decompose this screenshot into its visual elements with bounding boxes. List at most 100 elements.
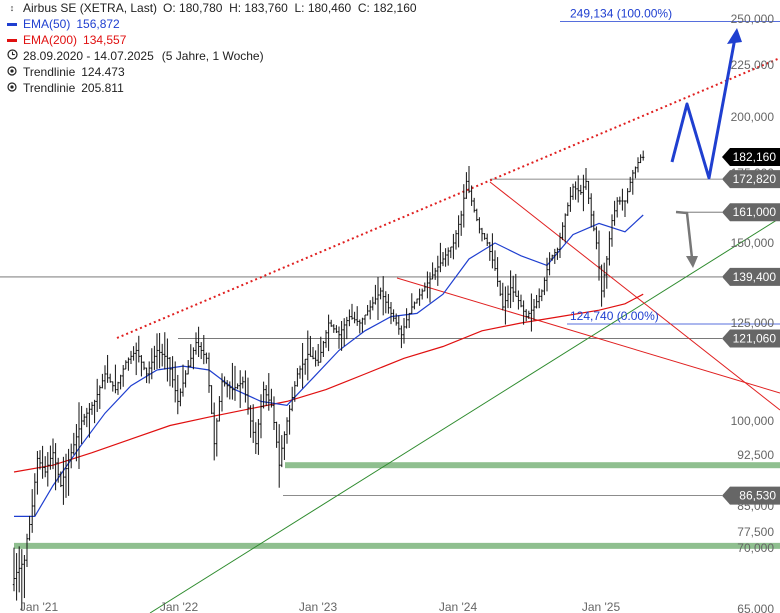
ema200-value: 134,557	[83, 33, 127, 47]
price-bar	[148, 361, 151, 384]
price-bar	[15, 553, 18, 601]
price-bar	[293, 381, 296, 402]
price-bar	[187, 360, 190, 375]
price-bar	[408, 312, 411, 328]
price-bar	[31, 489, 34, 533]
price-bar	[371, 296, 374, 311]
price-bar	[304, 358, 307, 375]
support-zone-upper	[285, 462, 780, 469]
price-bar	[514, 273, 517, 297]
price-bar	[150, 348, 153, 380]
price-bar	[571, 183, 575, 200]
price-bar	[340, 320, 343, 351]
price-bar	[493, 250, 497, 271]
price-bar	[621, 188, 624, 211]
price-bar	[272, 396, 276, 431]
price-bar	[33, 473, 36, 516]
legend-trend1[interactable]: Trendlinie 124.473	[6, 64, 417, 80]
price-bar	[395, 313, 398, 326]
price-bar	[252, 404, 255, 443]
ema50-swatch	[6, 16, 18, 32]
price-bar	[426, 271, 429, 299]
price-tag-label: 161,000	[733, 205, 777, 219]
price-bar	[319, 336, 322, 363]
price-bar	[291, 386, 294, 412]
price-bar	[189, 344, 192, 368]
price-bar	[509, 270, 512, 309]
price-bar	[467, 165, 471, 194]
price-bar	[215, 418, 218, 457]
price-bar	[254, 422, 257, 454]
price-bar	[423, 282, 426, 292]
price-bar	[636, 157, 640, 173]
y-axis: 65,00070,00077,50085,00092,500100,000125…	[731, 12, 775, 613]
price-bar	[106, 354, 109, 383]
price-bar	[436, 255, 439, 286]
price-bar	[415, 298, 419, 304]
price-bar	[98, 385, 101, 410]
price-bar	[577, 175, 580, 203]
price-bar	[525, 309, 528, 322]
price-bar	[306, 330, 309, 381]
price-bar	[153, 345, 156, 370]
price-bar	[439, 242, 442, 273]
price-bar	[527, 310, 530, 319]
price-bar	[176, 374, 179, 415]
price-bar	[382, 276, 385, 316]
price-bar	[345, 316, 348, 340]
price-bar	[200, 342, 203, 360]
price-bar	[257, 419, 260, 455]
price-bar	[566, 202, 569, 216]
price-bar	[543, 277, 546, 296]
target-icon	[6, 80, 18, 96]
legend-trend2[interactable]: Trendlinie 205.811	[6, 80, 417, 96]
price-bar	[413, 301, 416, 310]
price-bar	[491, 233, 494, 269]
price-bar	[480, 227, 484, 242]
price-bar	[275, 421, 278, 448]
price-bar	[116, 381, 120, 395]
price-bar	[179, 388, 182, 407]
price-bar	[613, 200, 616, 226]
price-bar	[184, 370, 187, 388]
price-bar	[298, 365, 302, 379]
date-range: 28.09.2020 - 14.07.2025	[23, 49, 154, 63]
price-bar	[311, 346, 315, 360]
price-bar	[85, 407, 88, 428]
price-bar	[54, 443, 57, 491]
price-bar	[561, 222, 564, 241]
price-bar	[20, 549, 23, 611]
price-bar	[18, 546, 21, 593]
y-tick-label: 70,000	[737, 541, 774, 555]
price-bar	[639, 154, 642, 164]
price-bar	[478, 217, 481, 234]
price-bar	[332, 324, 335, 333]
legend-ema200[interactable]: EMA(200) 134,557	[6, 32, 417, 48]
price-bar	[223, 376, 226, 387]
price-bar	[166, 338, 169, 382]
legend-ema50[interactable]: EMA(50) 156,872	[6, 16, 417, 32]
price-bar	[361, 317, 364, 333]
price-bar	[488, 241, 491, 261]
price-tag-label: 121,060	[733, 331, 777, 345]
price-bar	[59, 471, 62, 488]
trend2-value: 205.811	[81, 81, 124, 95]
price-bar	[41, 445, 44, 479]
price-bar	[239, 370, 242, 408]
price-bar	[44, 456, 47, 478]
price-bar	[119, 374, 122, 390]
price-bar	[296, 368, 299, 387]
price-bar	[265, 385, 268, 407]
price-bar	[80, 405, 83, 444]
price-bar	[410, 293, 413, 314]
price-tag-label: 139,400	[733, 270, 777, 284]
price-bar	[564, 213, 567, 243]
price-bar	[231, 362, 234, 400]
trend1-value: 124.473	[81, 65, 125, 79]
price-bar	[499, 280, 502, 297]
price-bar	[23, 555, 26, 599]
price-bar	[207, 352, 211, 393]
price-bar	[210, 385, 213, 415]
price-bar	[75, 424, 78, 462]
